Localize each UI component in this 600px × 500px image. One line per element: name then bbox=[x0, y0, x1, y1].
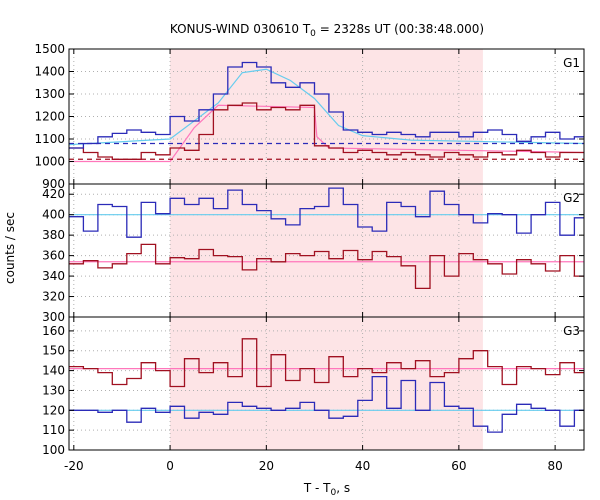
x-tick-label: 60 bbox=[451, 459, 466, 473]
x-tick-label: -20 bbox=[64, 459, 84, 473]
y-tick-label: 110 bbox=[42, 423, 65, 437]
red-series-step bbox=[69, 338, 584, 388]
panel-border bbox=[68, 316, 585, 451]
y-tick-label: 100 bbox=[42, 443, 65, 457]
y-tick-label: 360 bbox=[42, 249, 65, 263]
y-tick-label: 340 bbox=[42, 269, 65, 283]
chart-title: KONUS-WIND 030610 T0 = 2328s UT (00:38:4… bbox=[170, 22, 484, 39]
y-tick-label: 1100 bbox=[34, 132, 65, 146]
y-tick-label: 300 bbox=[42, 310, 65, 324]
y-tick-label: 900 bbox=[42, 177, 65, 191]
y-axis-label: counts / sec bbox=[3, 212, 17, 284]
panel-g3: 100 110 120 130 140 150 160 G3 bbox=[42, 316, 585, 457]
y-tick-label: 380 bbox=[42, 228, 65, 242]
y-tick-label: 1200 bbox=[34, 110, 65, 124]
y-tick-label: 1300 bbox=[34, 87, 65, 101]
x-tick-label: 80 bbox=[547, 459, 562, 473]
x-tick-label: 0 bbox=[166, 459, 174, 473]
panel-g1: 900 1000 1100 1200 1300 1400 1500 G1 bbox=[34, 42, 585, 191]
y-tick-label: 150 bbox=[42, 344, 65, 358]
blue-series-step bbox=[69, 187, 584, 238]
blue-series-step bbox=[69, 61, 584, 149]
x-axis-label: T - T0, s bbox=[303, 481, 350, 498]
panel-label: G1 bbox=[563, 56, 580, 70]
panel-label: G3 bbox=[563, 324, 580, 338]
y-tick-label: 160 bbox=[42, 324, 65, 338]
shaded-interval bbox=[170, 49, 483, 450]
red-series-step bbox=[69, 102, 584, 160]
y-tick-label: 420 bbox=[42, 187, 65, 201]
y-tick-label: 1500 bbox=[34, 42, 65, 56]
x-tick-label: 20 bbox=[259, 459, 274, 473]
y-tick-label: 130 bbox=[42, 383, 65, 397]
y-tick-label: 320 bbox=[42, 290, 65, 304]
plot-area: 900100011001200130014001500G130032034036… bbox=[34, 42, 585, 473]
y-tick-label: 400 bbox=[42, 208, 65, 222]
y-tick-label: 1000 bbox=[34, 155, 65, 169]
blue-fit-line bbox=[68, 68, 585, 146]
blue-series-step bbox=[69, 375, 584, 433]
x-tick-label: 40 bbox=[355, 459, 370, 473]
panel-label: G2 bbox=[563, 191, 580, 205]
red-series-step bbox=[69, 243, 584, 290]
y-tick-label: 1400 bbox=[34, 65, 65, 79]
y-tick-label: 120 bbox=[42, 403, 65, 417]
y-tick-label: 140 bbox=[42, 364, 65, 378]
